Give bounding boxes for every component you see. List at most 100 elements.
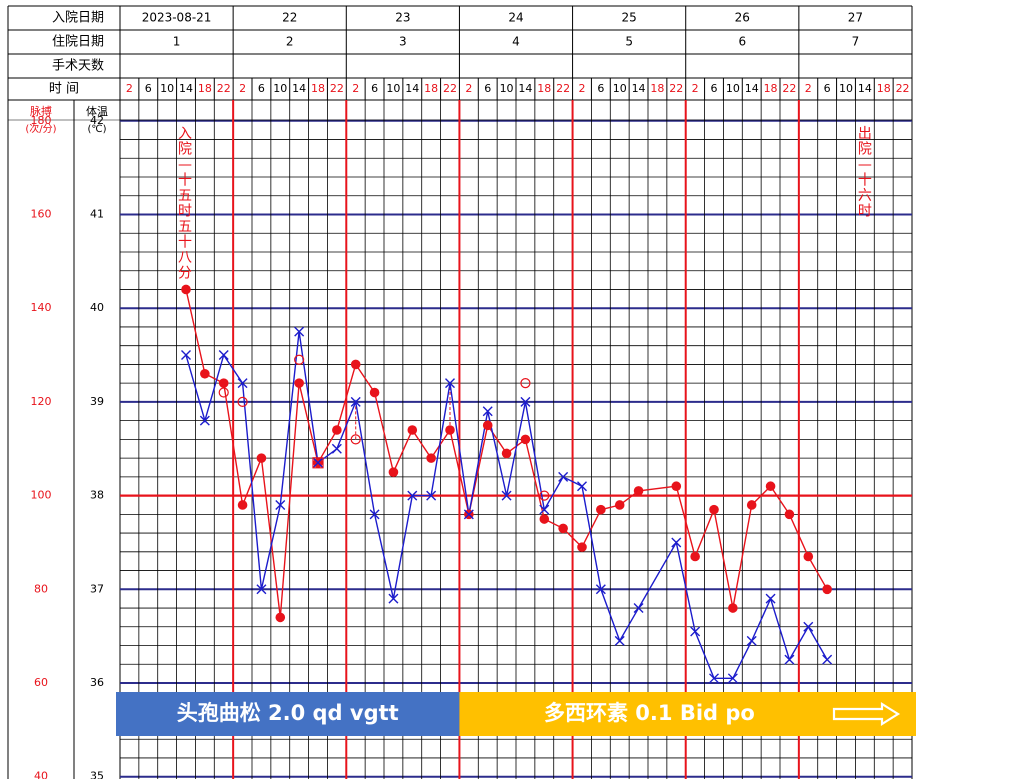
time-slot-label: 14 [858,82,872,95]
time-slot-label: 10 [613,82,627,95]
date-cell: 24 [508,11,523,25]
pulse-tick-label: 140 [31,301,52,314]
admission-note-char: 十 [178,173,192,189]
pulse-point [501,448,512,459]
temperature-point [784,654,795,665]
pulse-point [671,481,682,492]
time-slot-label: 14 [292,82,306,95]
temperature-point [237,378,248,389]
time-slot-label: 6 [824,82,831,95]
time-slot-label: 6 [371,82,378,95]
pulse-tick-label: 60 [34,676,48,689]
time-slot-label: 10 [726,82,740,95]
admission-note-char: 五 [178,219,192,235]
time-slot-label: 10 [386,82,400,95]
time-slot-label: 10 [160,82,174,95]
pulse-point [369,387,380,398]
pulse-point [256,453,267,463]
hollow-circle-point [237,396,248,407]
pulse-point [482,420,493,431]
hospital-day-cell: 7 [852,35,860,49]
time-slot-label: 18 [537,82,551,95]
pulse-point [558,523,568,534]
medication-label-ceftriaxone: 头孢曲松 2.0 qd vgtt [177,701,399,725]
pulse-point [784,509,795,520]
pulse-series-line [185,289,828,618]
time-slot-label: 14 [745,82,759,95]
pulse-point [181,284,191,295]
medication-bar-doxycycline [459,692,916,736]
discharge-note-char: 六 [858,188,872,204]
hollow-circle-point [218,387,229,398]
pulse-point [822,584,832,595]
temp-tick-label: 42 [90,114,104,127]
hospital-day-cell: 5 [625,35,633,49]
temperature-point [369,509,380,520]
hospital-day-cell: 2 [286,35,294,49]
temperature-point [822,654,833,665]
temperature-point [256,584,267,595]
pulse-tick-label: 80 [34,582,48,595]
pulse-point [690,551,700,562]
discharge-note-char: — [858,157,872,173]
pulse-point [388,467,399,477]
time-slot-label: 2 [239,82,246,95]
time-slot-label: 22 [443,82,457,95]
admission-note-char: — [178,157,192,173]
pulse-axis-title: 脉搏 [30,104,52,118]
date-cell: 23 [395,11,410,25]
time-slot-label: 18 [877,82,891,95]
temperature-point [331,443,342,454]
pulse-point [350,359,361,370]
temperature-series-line [185,331,828,679]
pulse-point [200,368,210,379]
pulse-point [445,425,455,435]
temperature-point [445,378,455,389]
temperature-point [614,635,625,646]
time-slot-label: 22 [330,82,344,95]
time-slot-label: 18 [311,82,325,95]
pulse-point [746,500,757,510]
temperature-point [501,490,512,501]
admission-note-char: 十 [178,235,192,251]
pulse-axis-unit: (次/分) [25,122,56,135]
discharge-note-char: 时 [858,204,872,220]
arrow-right-icon [832,702,901,726]
temperature-point [539,504,550,515]
time-slot-label: 22 [669,82,683,95]
temperature-point [181,350,191,361]
hollow-circle-point [350,434,361,445]
time-slot-label: 10 [839,82,853,95]
pulse-point [709,504,719,515]
time-slot-label: 18 [764,82,778,95]
hospital-day-cell: 1 [173,35,181,49]
medication-bar-ceftriaxone [116,692,460,736]
pulse-point [520,434,531,445]
temperature-point [426,490,437,501]
discharge-note-char: 出 [858,126,872,142]
temperature-point [218,350,229,361]
time-slot-label: 14 [405,82,419,95]
temp-tick-label: 41 [90,208,104,221]
pulse-point [407,425,418,435]
temperature-point [463,509,474,520]
temperature-point [803,621,814,632]
pulse-point [332,425,342,435]
time-slot-label: 2 [352,82,359,95]
discharge-note-char: 十 [858,173,872,189]
time-slot-label: 22 [556,82,570,95]
pulse-point [633,486,644,496]
pulse-point [539,514,550,524]
time-slot-label: 18 [650,82,664,95]
time-slot-label: 2 [692,82,699,95]
temp-tick-label: 39 [90,395,104,408]
date-cell: 26 [735,11,750,25]
admission-date-label: 入院日期 [52,11,104,26]
hospital-day-cell: 4 [512,35,520,49]
time-slot-label: 6 [711,82,718,95]
temperature-point [709,673,719,684]
discharge-note-char: 院 [858,142,872,158]
hospital-day-cell: 3 [399,35,407,49]
date-cell: 27 [848,11,863,25]
hollow-circle-point [520,378,531,389]
